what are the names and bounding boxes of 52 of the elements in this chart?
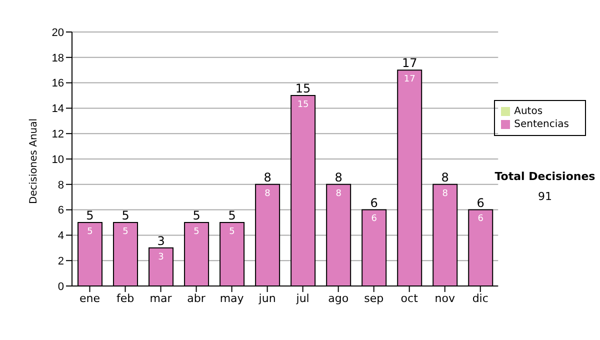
data-label: 6 — [371, 214, 378, 224]
x-tick-label: ene — [79, 292, 100, 305]
data-label: 5 — [122, 226, 128, 237]
x-tick-label: sep — [364, 292, 384, 305]
y-tick-label: 16 — [52, 78, 64, 90]
x-tick-label: jun — [258, 292, 276, 305]
data-label: 5 — [229, 226, 235, 237]
total-label: 5 — [192, 208, 200, 222]
total-label: 8 — [441, 170, 449, 184]
legend-label: Sentencias — [514, 119, 569, 130]
legend-label: Autos — [514, 106, 543, 117]
total-label: 6 — [476, 196, 484, 210]
data-label: 17 — [404, 74, 416, 84]
annotation: Total Decisiones — [494, 170, 596, 183]
data-label: 6 — [478, 214, 484, 224]
total-label: 6 — [370, 196, 378, 210]
total-label: 5 — [122, 208, 130, 222]
data-label: 15 — [297, 100, 309, 110]
y-tick-label: 12 — [52, 128, 64, 141]
total-label: 17 — [402, 56, 418, 70]
data-label: 8 — [264, 188, 271, 199]
y-tick-label: 0 — [58, 280, 64, 293]
text: 91 — [537, 190, 553, 203]
y-tick-label: 6 — [58, 204, 64, 217]
y-tick-label: 14 — [52, 103, 64, 116]
data-label: 8 — [442, 188, 448, 199]
y-tick-label: 4 — [58, 230, 64, 242]
data-label: 3 — [158, 252, 164, 262]
x-tick-label: oct — [400, 292, 419, 305]
total-label: 15 — [295, 82, 311, 96]
total-label: 3 — [157, 234, 165, 248]
y-tick-label: 10 — [52, 154, 64, 166]
total-label: 5 — [86, 208, 94, 222]
data-label: 5 — [87, 226, 93, 237]
data-label: 8 — [336, 188, 342, 199]
y-tick-label: 20 — [52, 26, 64, 39]
x-tick-label: abr — [187, 292, 206, 305]
y-tick-label: 2 — [58, 256, 64, 268]
total-label: 5 — [228, 208, 236, 222]
x-tick-label: dic — [472, 292, 488, 305]
x-tick-label: jul — [295, 292, 310, 305]
x-tick-label: feb — [116, 292, 134, 305]
total-label: 8 — [334, 170, 342, 184]
data-label: 5 — [194, 226, 200, 237]
y-axis-title: Decisiones Anual — [28, 118, 40, 204]
y-tick-label: 18 — [52, 52, 64, 64]
total-label: 8 — [264, 170, 272, 184]
x-tick-label: mar — [150, 292, 172, 305]
x-tick-label: may — [220, 292, 244, 305]
x-tick-label: nov — [434, 292, 456, 305]
x-tick-label: ago — [328, 292, 349, 305]
y-tick-label: 8 — [58, 179, 64, 192]
